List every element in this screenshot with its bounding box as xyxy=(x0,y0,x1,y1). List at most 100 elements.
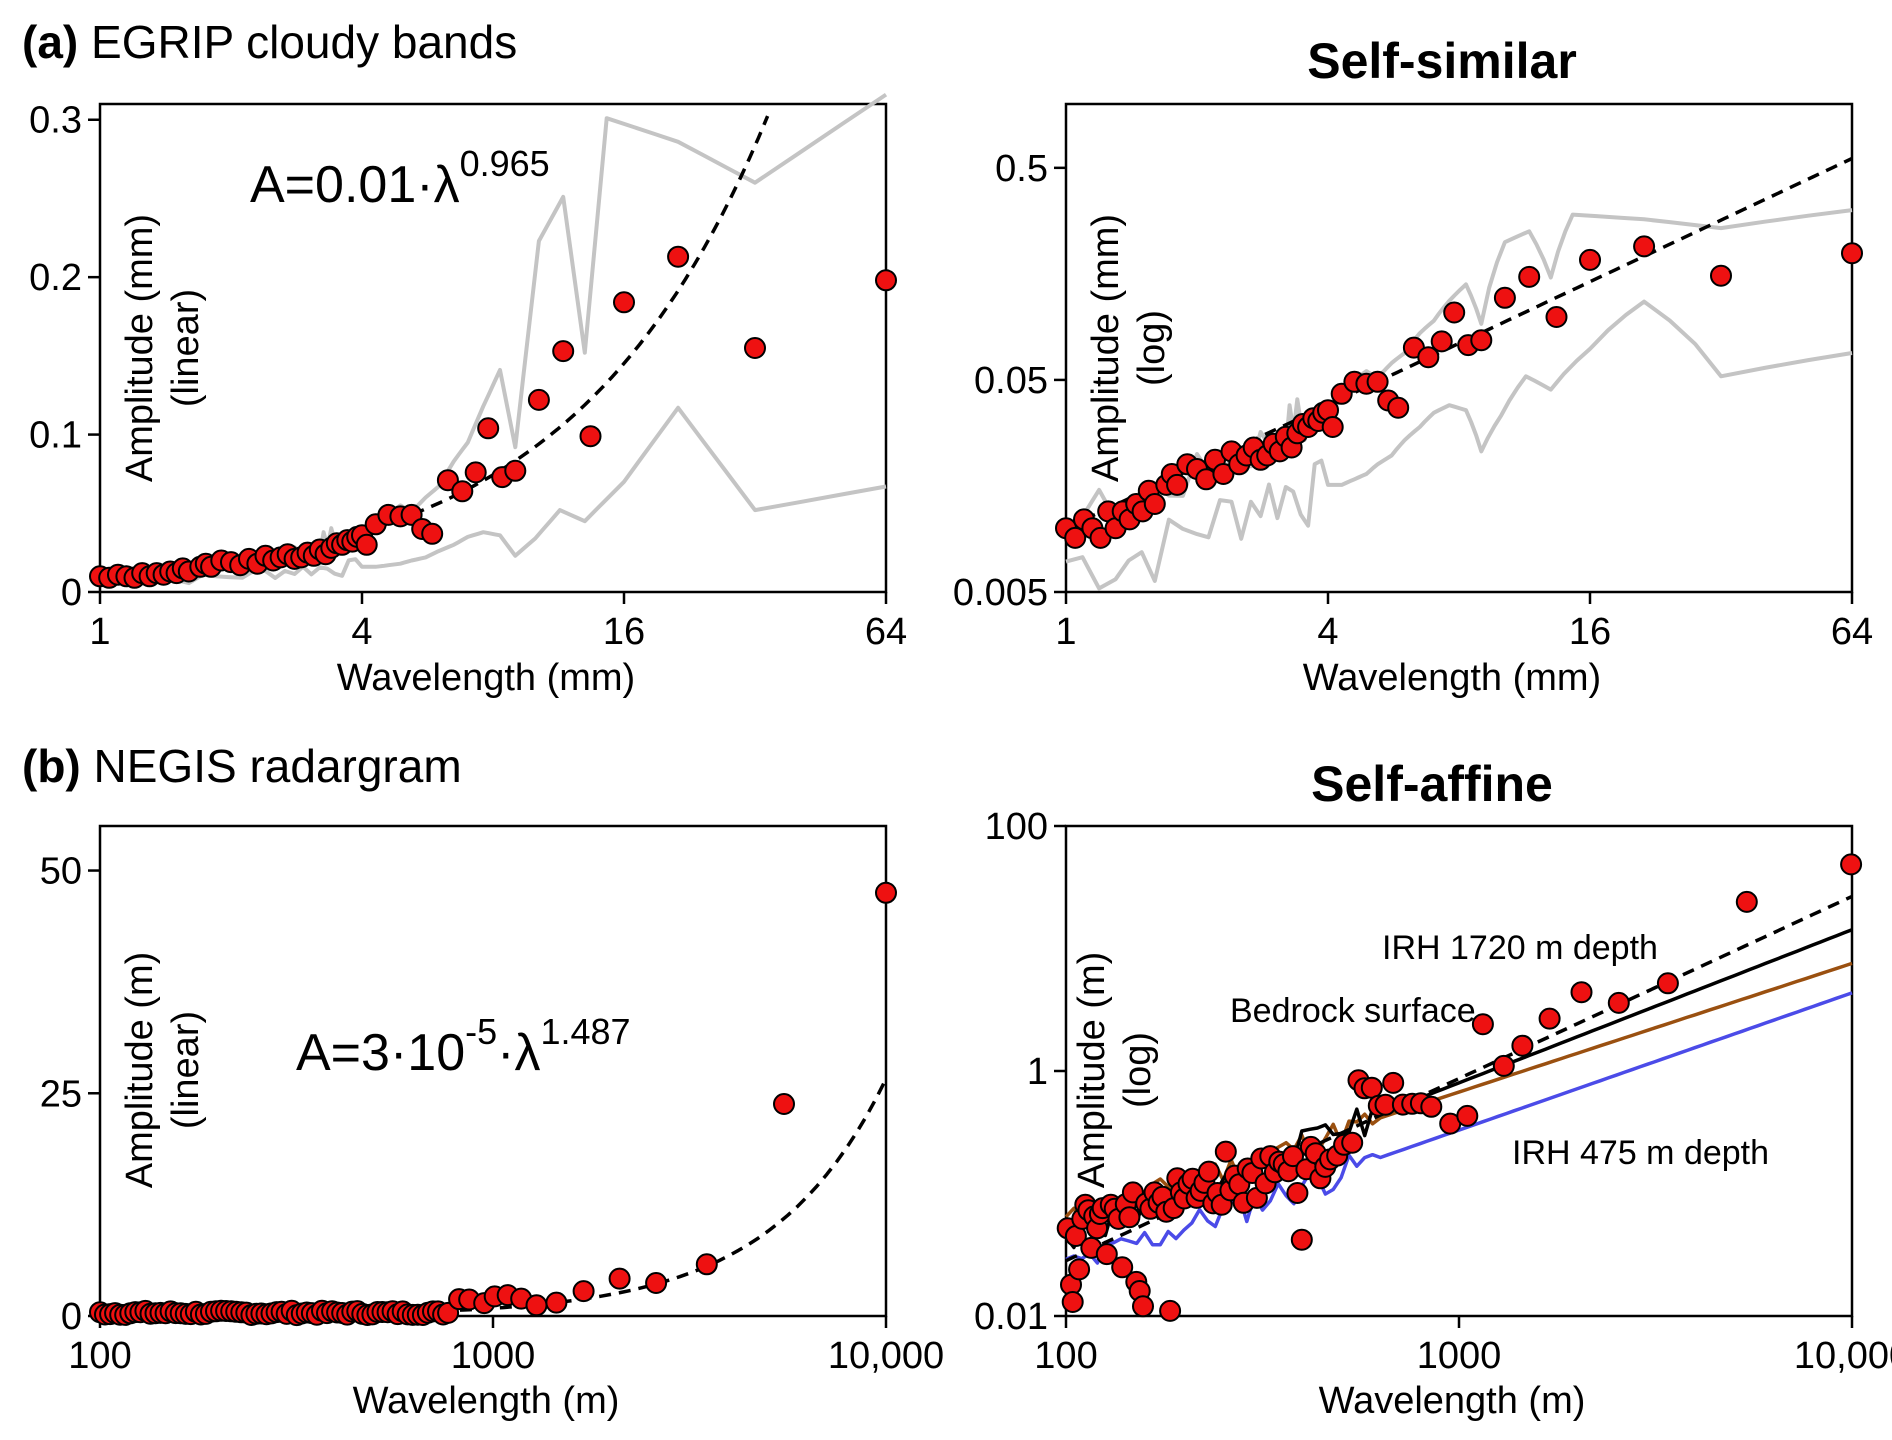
panel-a-label: (a) EGRIP cloudy bands xyxy=(22,16,517,68)
plot-a-linear: Amplitude (mm) (linear) Wavelength (mm) … xyxy=(29,92,907,699)
data-point xyxy=(421,522,444,545)
x-tick-label: 16 xyxy=(603,611,645,653)
y-tick-label: 0.5 xyxy=(995,148,1048,190)
fit-equation: A=0.01·λ0.965 xyxy=(250,143,550,214)
plot-a-log: Amplitude (mm) (log) Wavelength (mm) 1 4 1… xyxy=(953,102,1873,699)
x-tick-label: 100 xyxy=(68,1335,131,1377)
y-axis-label-line1: Amplitude (m) xyxy=(119,952,161,1189)
plot-frame xyxy=(98,102,888,594)
plot-b-linear: Amplitude (m) (linear) Wavelength (m) A=… xyxy=(40,824,944,1422)
data-point xyxy=(1493,286,1516,309)
x-tick-label: 4 xyxy=(351,611,372,653)
self-affine-title: Self-affine xyxy=(1311,756,1553,812)
y-tick-label: 0.1 xyxy=(29,415,82,457)
plot-frame xyxy=(1064,102,1854,594)
y-axis-label-line1: Amplitude (m) xyxy=(1071,952,1113,1189)
y-axis-label-line2: (linear) xyxy=(165,289,207,407)
y-axis-label-line2: (log) xyxy=(1131,310,1173,386)
data-point xyxy=(436,469,459,492)
panel-b-label: (b) NEGIS radargram xyxy=(22,740,462,792)
data-point xyxy=(1214,1140,1237,1163)
y-axis-label-line2: (log) xyxy=(1117,1032,1159,1108)
data-point xyxy=(1470,329,1493,352)
y-tick-label: 25 xyxy=(40,1073,82,1115)
data-point xyxy=(1538,1007,1561,1030)
data-point xyxy=(1197,1160,1220,1183)
data-point xyxy=(1366,370,1389,393)
data-point xyxy=(1656,972,1679,995)
data-point xyxy=(744,337,766,359)
data-point xyxy=(1290,1228,1313,1251)
lower-envelope-line xyxy=(1065,299,1853,591)
x-axis-label: Wavelength (mm) xyxy=(337,657,635,699)
irh-1720-label: IRH 1720 m depth xyxy=(1382,929,1658,967)
y-tick-label: 0 xyxy=(61,1296,82,1338)
data-point xyxy=(613,291,635,314)
data-point xyxy=(1735,890,1758,913)
data-point xyxy=(1443,301,1466,324)
data-point xyxy=(875,269,897,292)
data-point xyxy=(1382,1071,1405,1094)
data-point xyxy=(1492,1054,1515,1077)
data-point xyxy=(1518,265,1541,288)
data-point xyxy=(572,1280,595,1303)
lower-envelope-line xyxy=(99,405,887,586)
x-tick-label: 100 xyxy=(1034,1335,1097,1377)
y-axis-label-line2: (linear) xyxy=(165,1011,207,1129)
y-tick-label: 1 xyxy=(1027,1051,1048,1093)
data-point xyxy=(525,1294,548,1317)
data-point xyxy=(1111,1256,1134,1279)
data-point xyxy=(1420,1095,1443,1118)
x-tick-label: 4 xyxy=(1317,611,1338,653)
data-point xyxy=(1064,526,1087,549)
x-axis-label: Wavelength (mm) xyxy=(1303,657,1601,699)
plot-frame xyxy=(1064,824,1854,1318)
data-point xyxy=(608,1267,631,1290)
data-point xyxy=(477,417,500,440)
data-point xyxy=(1633,235,1656,258)
data-point xyxy=(773,1093,795,1115)
data-point xyxy=(875,881,897,904)
plot-frame xyxy=(98,824,888,1318)
x-tick-label: 64 xyxy=(1831,611,1873,653)
data-point xyxy=(1579,248,1601,271)
x-tick-label: 1 xyxy=(89,611,110,653)
data-point xyxy=(1166,473,1189,496)
data-point xyxy=(695,1253,718,1276)
y-tick-label: 0.005 xyxy=(953,572,1048,614)
x-axis-label: Wavelength (m) xyxy=(353,1380,620,1422)
x-tick-label: 1 xyxy=(1055,611,1076,653)
data-point xyxy=(1545,306,1568,328)
y-tick-label: 0.01 xyxy=(974,1296,1048,1338)
x-tick-label: 1000 xyxy=(451,1335,536,1377)
y-tick-label: 0.05 xyxy=(974,360,1048,402)
data-point xyxy=(1471,1013,1494,1036)
data-point xyxy=(1212,463,1235,485)
data-point xyxy=(1607,991,1630,1014)
data-point xyxy=(1570,981,1593,1004)
data-point xyxy=(1417,346,1440,369)
data-point xyxy=(579,425,602,448)
y-axis-label-line1: Amplitude (mm) xyxy=(119,214,161,482)
x-tick-label: 10,000 xyxy=(1794,1335,1892,1377)
bedrock-label: Bedrock surface xyxy=(1230,992,1476,1030)
data-point xyxy=(1387,396,1410,419)
data-point xyxy=(451,480,474,503)
data-point xyxy=(1118,1206,1141,1229)
data-point xyxy=(1068,1258,1091,1281)
data-point xyxy=(1841,242,1863,265)
fit-equation: A=3·10-5·λ1.487 xyxy=(296,1011,631,1082)
data-point xyxy=(355,533,378,556)
x-axis-label: Wavelength (m) xyxy=(1319,1380,1586,1422)
data-point xyxy=(667,245,690,268)
data-point xyxy=(464,461,487,484)
data-point xyxy=(1321,416,1344,438)
x-tick-label: 64 xyxy=(865,611,907,653)
data-point xyxy=(504,459,527,482)
y-tick-label: 0 xyxy=(61,572,82,614)
data-point xyxy=(1095,1243,1118,1266)
x-tick-label: 1000 xyxy=(1417,1335,1502,1377)
data-point xyxy=(527,388,550,411)
data-point xyxy=(1159,1299,1182,1322)
